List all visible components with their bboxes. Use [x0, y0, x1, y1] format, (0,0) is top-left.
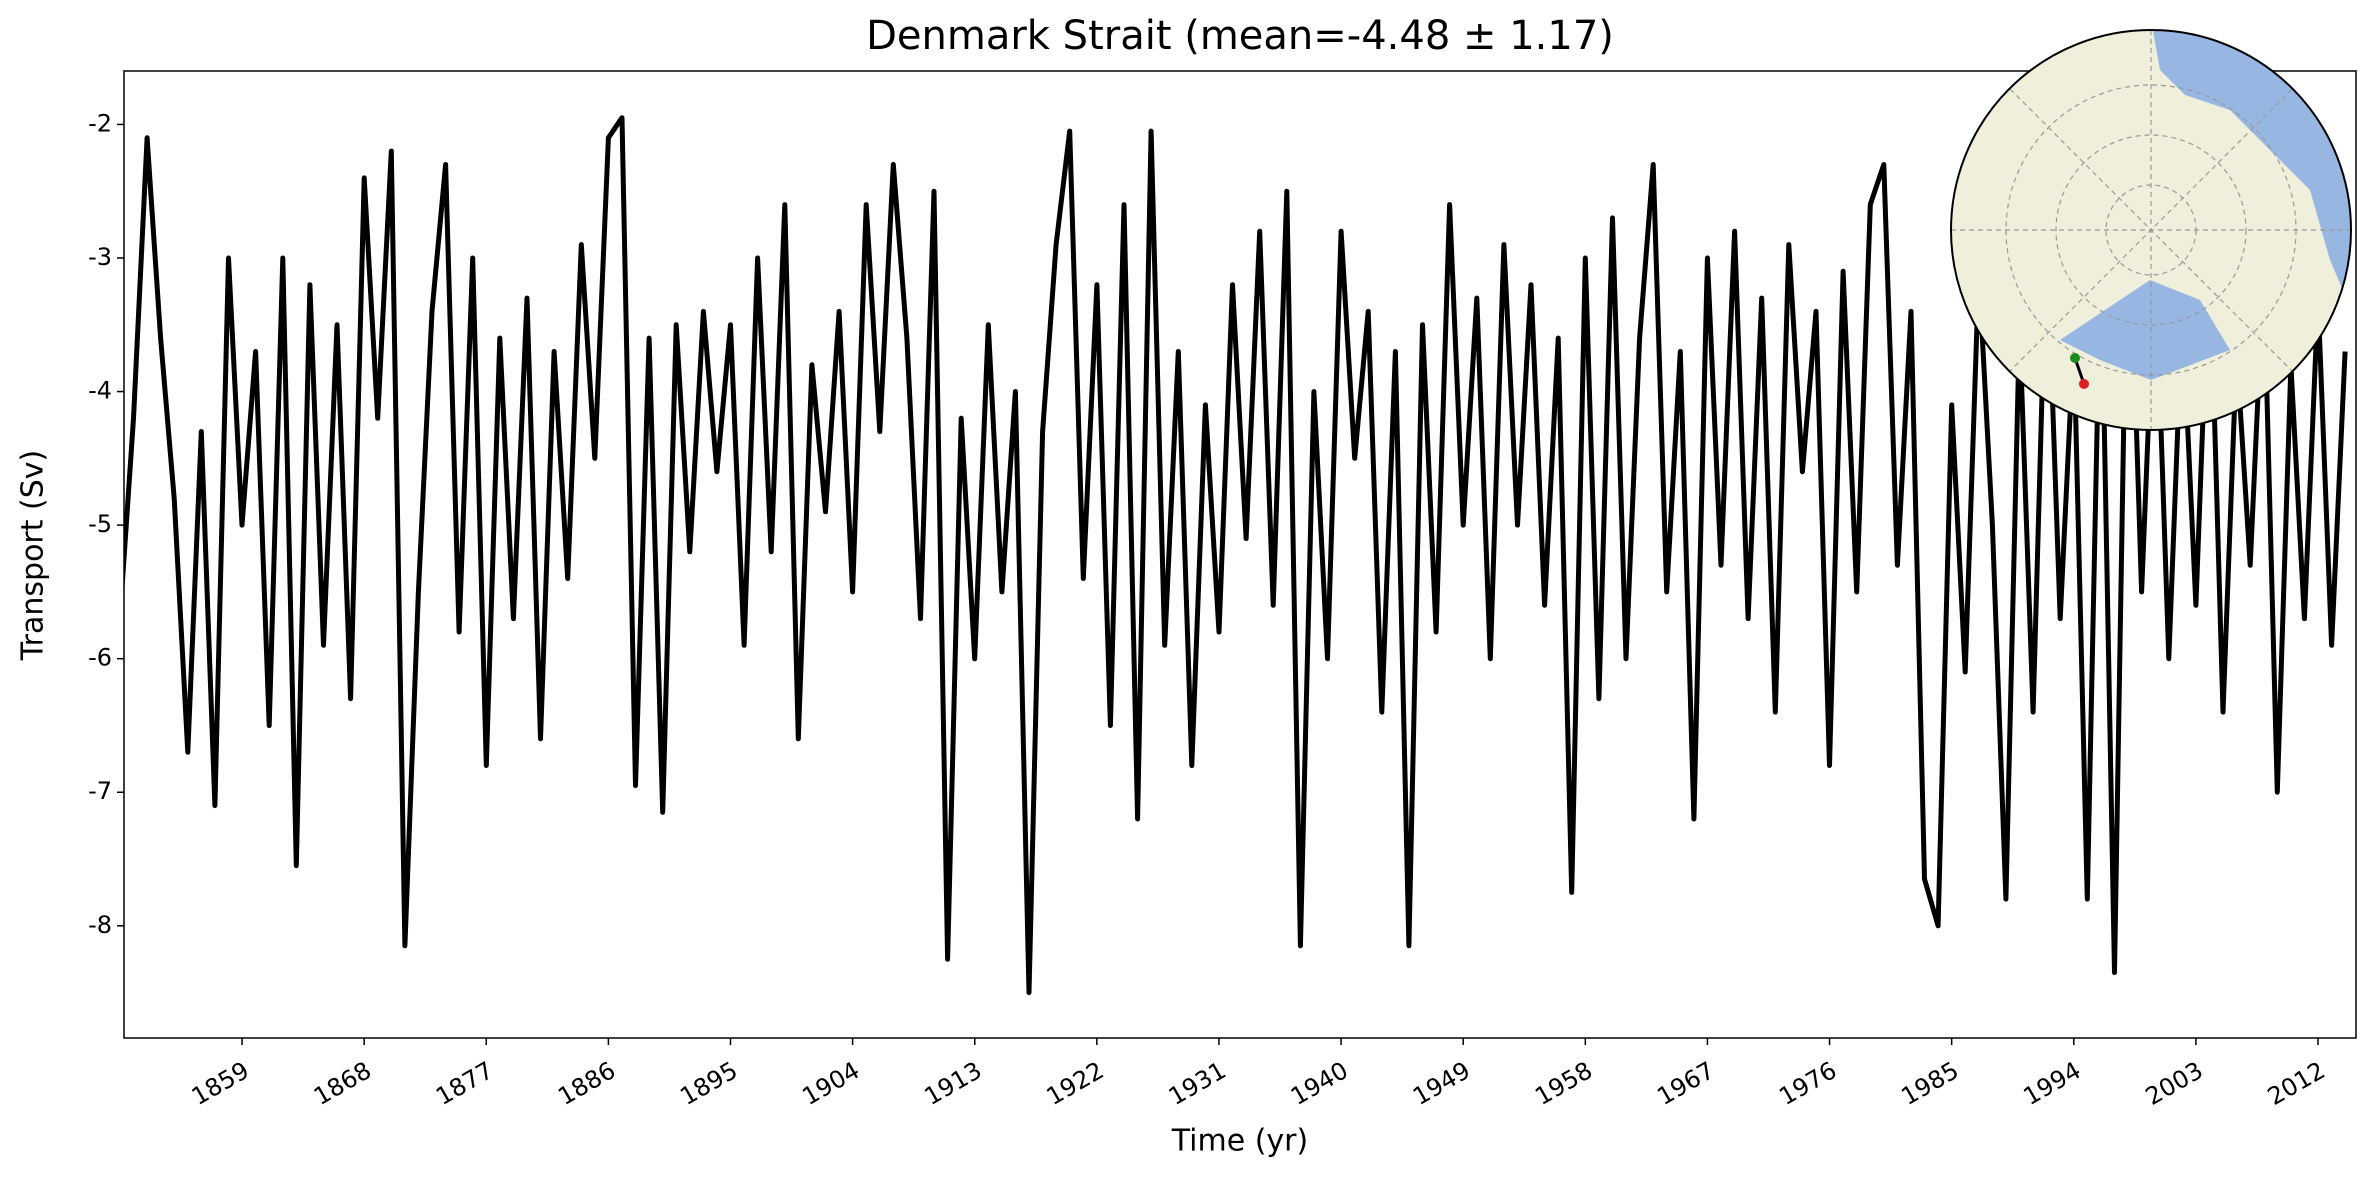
- x-tick-label: 1886: [553, 1056, 620, 1111]
- y-tick-label: -3: [88, 243, 112, 271]
- sea: [2060, 280, 2230, 380]
- chart-title: Denmark Strait (mean=-4.48 ± 1.17): [866, 13, 1614, 59]
- x-tick-label: 1958: [1530, 1056, 1597, 1111]
- x-tick-label: 1967: [1652, 1056, 1719, 1111]
- x-tick-label: 1949: [1408, 1056, 1475, 1111]
- x-tick-label: 1994: [2019, 1056, 2086, 1111]
- x-tick-label: 1985: [1897, 1056, 1964, 1111]
- x-tick-label: 1868: [309, 1056, 376, 1111]
- x-axis-label: Time (yr): [1171, 1124, 1308, 1159]
- y-axis-label: Transport (Sv): [16, 450, 51, 662]
- x-tick-label: 1895: [675, 1056, 742, 1111]
- axes-frame: [123, 70, 2357, 1039]
- inset-map: [1950, 29, 2352, 431]
- y-tick-label: -2: [88, 109, 112, 137]
- y-tick-label: -7: [88, 777, 112, 805]
- ticks: -8 -7 -6 -5 -4 -3 -2 1859 1868 1877 1886 1895 1904 19…: [88, 109, 2330, 1111]
- y-tick-label: -5: [88, 510, 112, 538]
- y-tick-label: -8: [88, 911, 112, 939]
- x-tick-label: 1904: [798, 1056, 865, 1111]
- section-end: [2079, 379, 2089, 389]
- x-tick-label: 1940: [1286, 1056, 1353, 1111]
- x-tick-label: 2012: [2263, 1056, 2330, 1111]
- y-tick-label: -6: [88, 644, 112, 672]
- x-tick-label: 1913: [920, 1056, 987, 1111]
- x-tick-label: 1976: [1774, 1056, 1841, 1111]
- data-line: [124, 115, 2348, 996]
- map-border: [1950, 29, 2352, 431]
- plot-area: [124, 115, 2348, 996]
- x-tick-label: 1877: [431, 1056, 498, 1111]
- x-tick-label: 2003: [2141, 1056, 2208, 1111]
- y-tick-label: -4: [88, 377, 112, 405]
- x-tick-label: 1859: [187, 1056, 254, 1111]
- x-tick-label: 1931: [1164, 1056, 1231, 1111]
- x-tick-label: 1922: [1042, 1056, 1109, 1111]
- section-start: [2070, 353, 2080, 363]
